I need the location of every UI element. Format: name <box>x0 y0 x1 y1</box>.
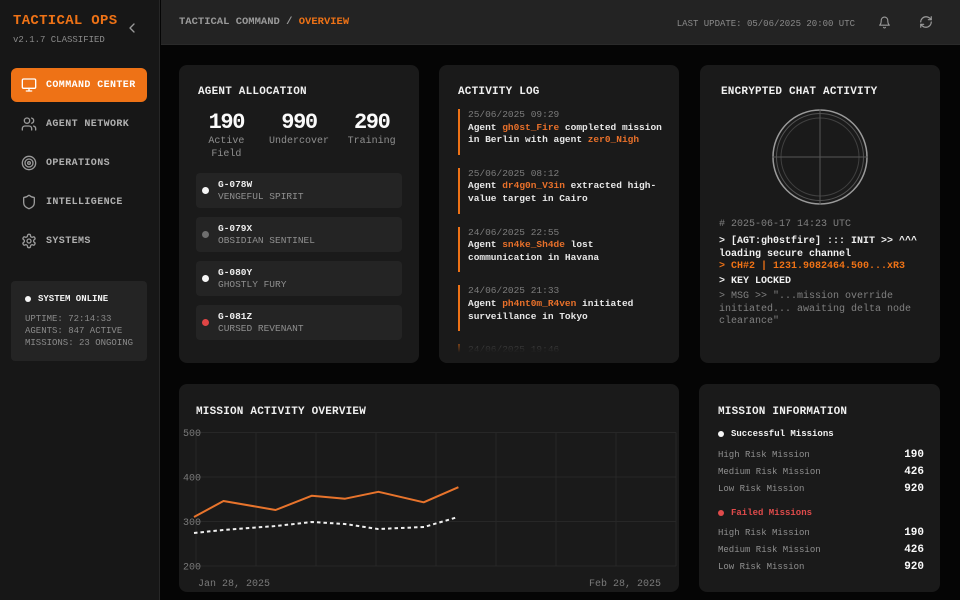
svg-text:500: 500 <box>183 429 201 440</box>
svg-text:Jan 28, 2025: Jan 28, 2025 <box>198 579 270 590</box>
svg-text:Feb 28, 2025: Feb 28, 2025 <box>589 578 661 590</box>
svg-text:400: 400 <box>183 474 201 485</box>
svg-text:200: 200 <box>183 563 201 574</box>
svg-text:300: 300 <box>183 518 201 529</box>
